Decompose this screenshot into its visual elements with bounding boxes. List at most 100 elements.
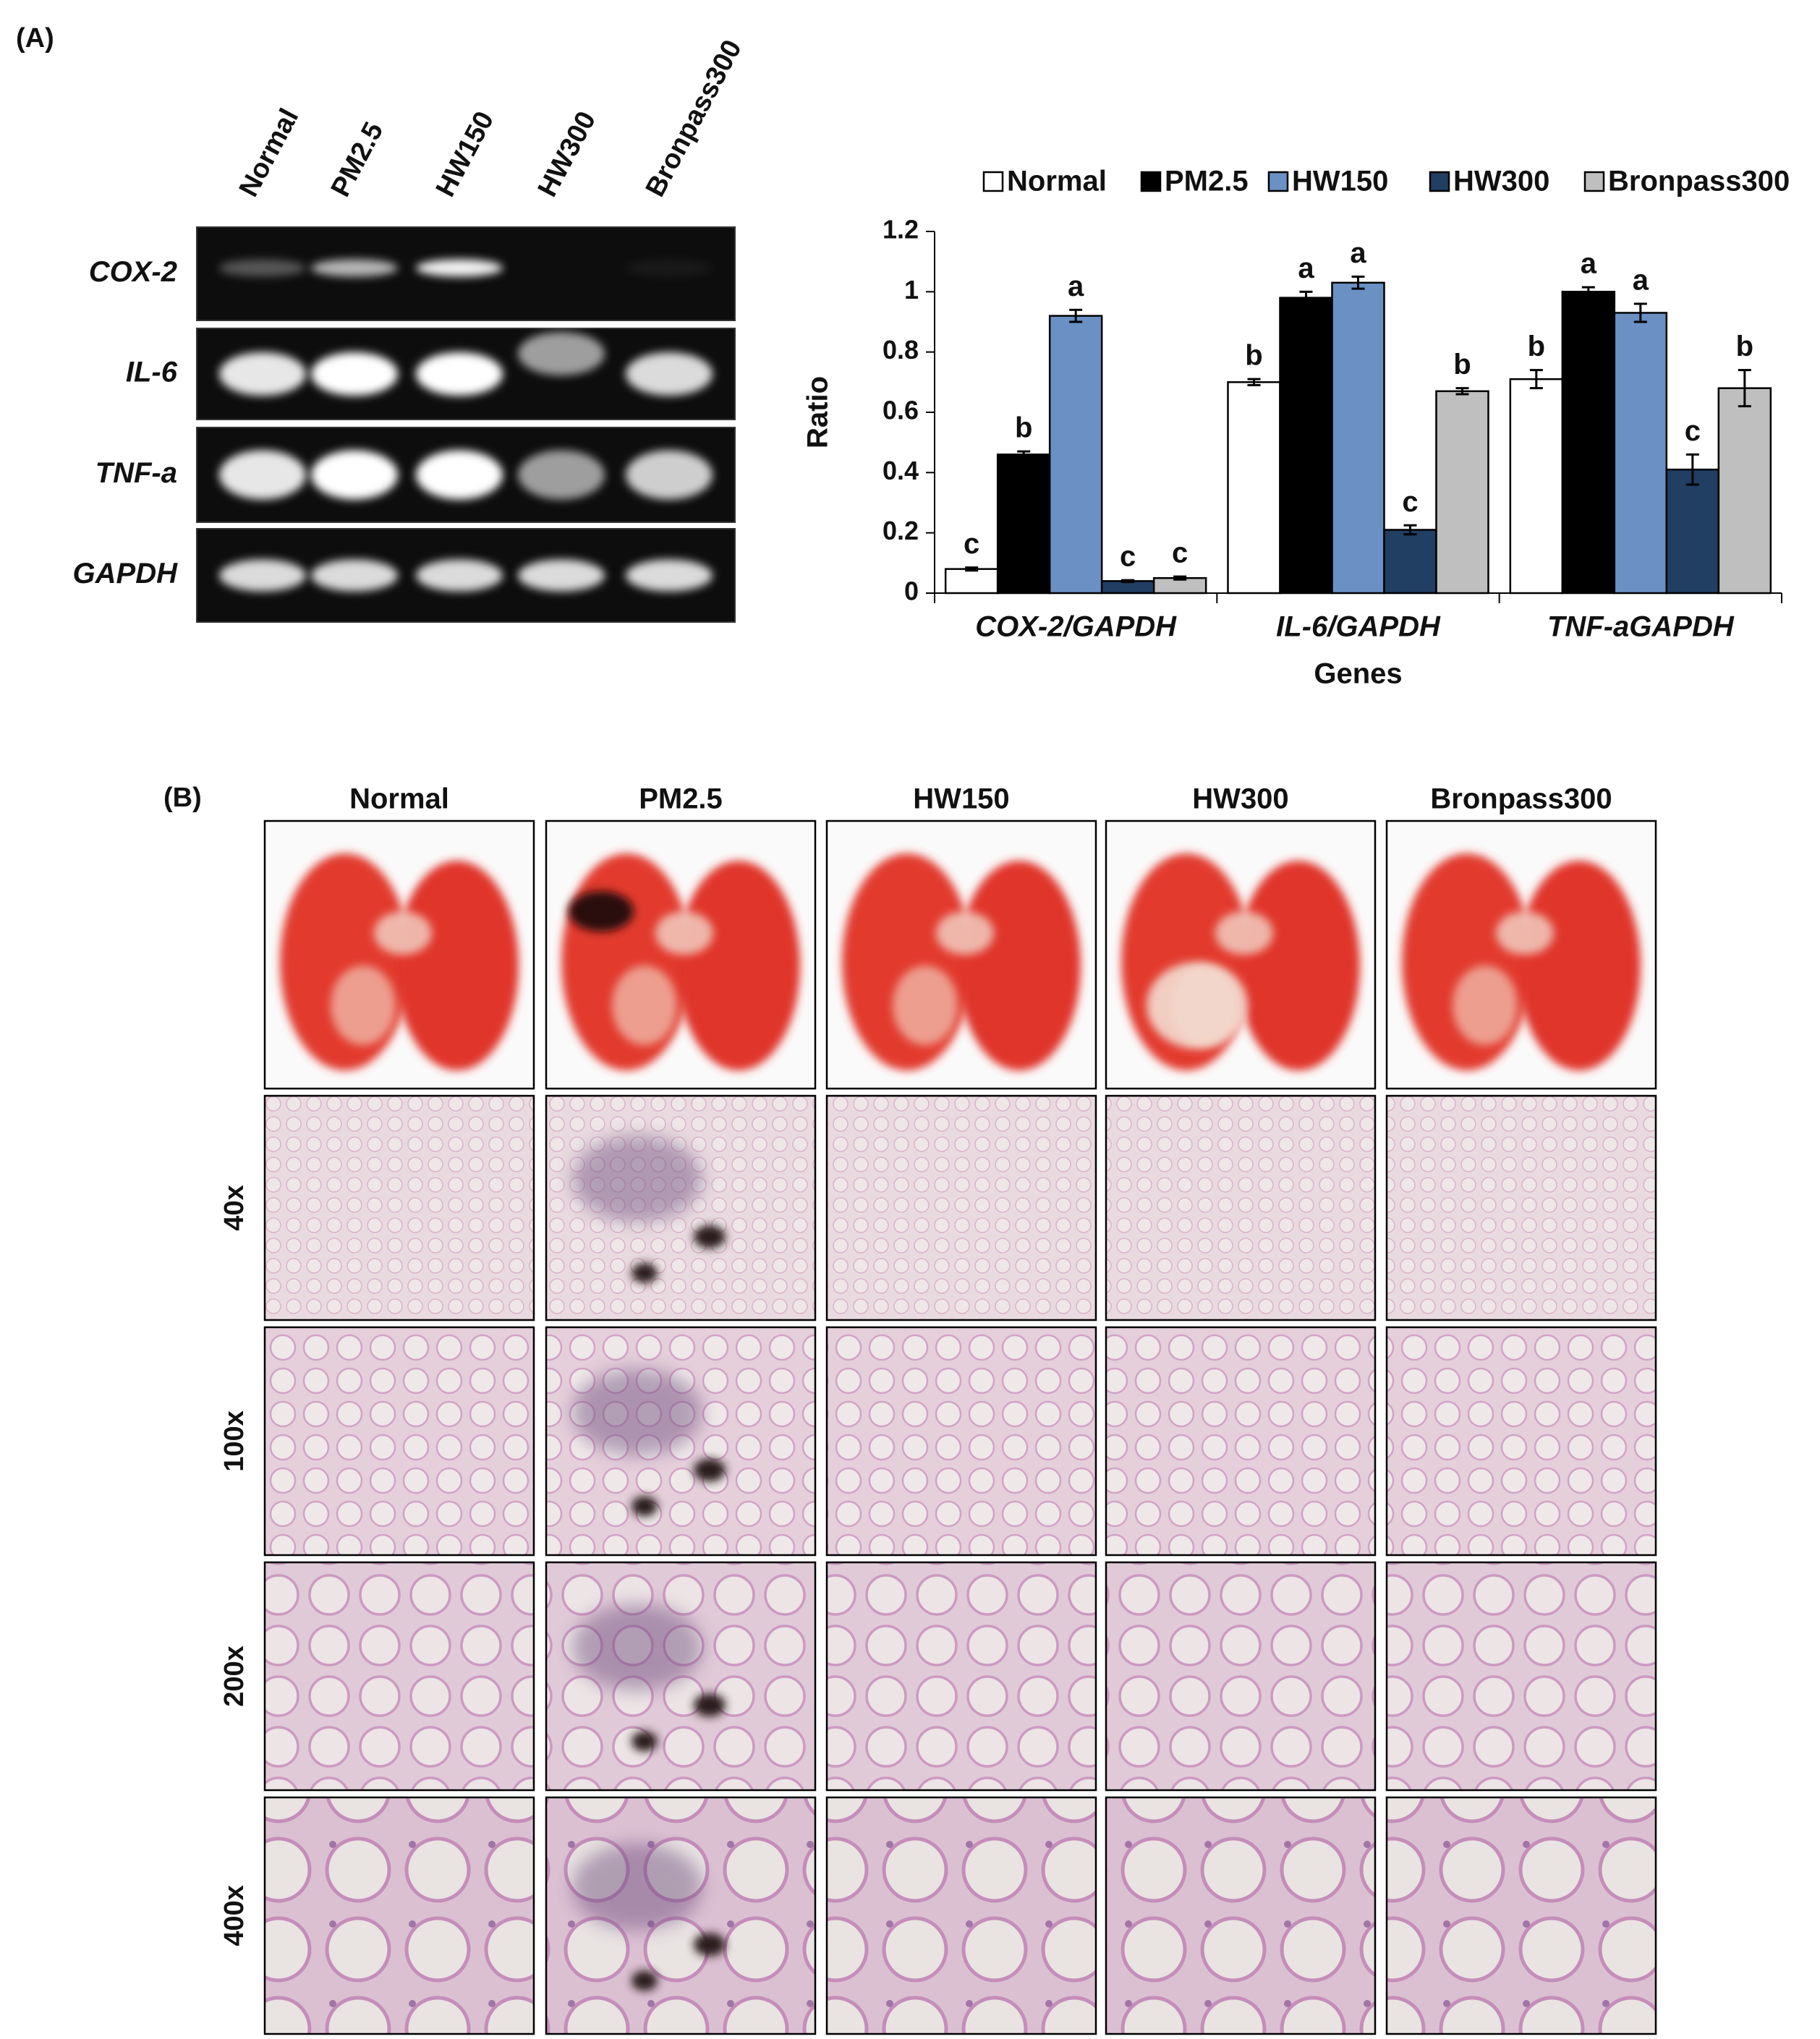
gene-label: GAPDH xyxy=(73,558,179,589)
pm-deposit xyxy=(572,1136,702,1222)
pm-deposit xyxy=(572,1604,702,1691)
y-tick-label: 0.6 xyxy=(883,396,919,425)
lane-label: Normal xyxy=(234,104,305,202)
error-bar xyxy=(1173,575,1187,581)
panel-label: (B) xyxy=(163,783,202,813)
lane-label: PM2.5 xyxy=(326,117,390,202)
significance-letter: c xyxy=(1120,541,1136,573)
gel-band xyxy=(626,450,713,500)
significance-letter: a xyxy=(1350,237,1366,269)
lung-lobe xyxy=(677,861,800,1070)
legend-label: HW300 xyxy=(1453,166,1549,197)
image xyxy=(546,1562,815,1790)
x-axis-label: Genes xyxy=(1314,658,1402,690)
lung-patch xyxy=(893,966,958,1045)
lung-lobe xyxy=(1518,861,1641,1070)
histology-wash xyxy=(265,1327,534,1555)
bar xyxy=(1665,468,1720,595)
image-frame xyxy=(545,1094,817,1321)
gel-band xyxy=(518,332,605,375)
gel-band xyxy=(518,559,605,592)
error-bar xyxy=(1017,450,1031,459)
histology xyxy=(827,1327,1096,1555)
significance-letter: c xyxy=(1402,486,1418,518)
bar xyxy=(1509,378,1564,595)
x-tick-label: TNF-aGAPDH xyxy=(1547,611,1735,643)
histology xyxy=(827,1562,1096,1790)
bar xyxy=(1279,297,1333,595)
legend-label: Bronpass300 xyxy=(1608,166,1790,197)
gel-band xyxy=(416,259,503,277)
gene-label: IL-6 xyxy=(126,357,178,388)
image-frame xyxy=(825,820,1097,1090)
image-frame xyxy=(1385,1796,1657,2035)
y-tick-label: 0.2 xyxy=(883,516,919,545)
pm-deposit xyxy=(694,1458,726,1482)
y-tick-label: 0 xyxy=(904,576,919,606)
pm-deposit xyxy=(572,1843,702,1931)
gel-band xyxy=(626,352,713,396)
gel-band xyxy=(626,559,713,592)
histology xyxy=(1106,1327,1375,1555)
image xyxy=(546,1096,815,1320)
histology xyxy=(1387,1327,1656,1555)
image xyxy=(265,1096,534,1320)
pm-deposit xyxy=(632,1496,658,1517)
histology-wash xyxy=(1387,1327,1656,1555)
gel-band xyxy=(416,450,503,500)
column-header: PM2.5 xyxy=(639,783,723,815)
error-bar xyxy=(1738,369,1751,408)
image-frame xyxy=(825,1094,1097,1321)
image xyxy=(1387,1327,1656,1555)
lung-patch xyxy=(1453,966,1518,1045)
error-bar xyxy=(1247,378,1261,386)
bar xyxy=(1435,390,1489,595)
row-label: 40x xyxy=(219,1185,250,1230)
lung-patch xyxy=(374,911,432,955)
image xyxy=(1387,1797,1656,2034)
legend-swatch xyxy=(1140,171,1162,192)
histology xyxy=(265,1327,534,1555)
gel-band xyxy=(219,559,306,592)
pm-deposit xyxy=(632,1970,658,1991)
gel-band xyxy=(311,559,398,592)
image xyxy=(546,821,815,1089)
image-frame xyxy=(545,1796,817,2035)
lung-lobe xyxy=(396,861,519,1070)
histology xyxy=(1106,1096,1375,1320)
image-frame xyxy=(263,820,535,1090)
legend-swatch xyxy=(1583,171,1605,192)
error-bar xyxy=(1581,286,1595,298)
significance-letter: b xyxy=(1015,412,1032,444)
error-bar xyxy=(1351,276,1365,290)
lung-patch xyxy=(655,911,713,955)
error-bar xyxy=(1633,302,1647,323)
image-frame xyxy=(1385,820,1657,1090)
histology-wash xyxy=(265,1797,534,2034)
pm-deposit xyxy=(572,1368,702,1456)
pm-deposit xyxy=(694,1225,726,1248)
image-frame xyxy=(825,1561,1097,1792)
image xyxy=(265,821,534,1089)
row-label: 200x xyxy=(219,1646,250,1707)
histology-wash xyxy=(1106,1327,1375,1555)
histology-wash xyxy=(1106,1096,1375,1320)
image-frame xyxy=(825,1326,1097,1557)
gel-band xyxy=(311,450,398,500)
lung-patch xyxy=(936,911,994,955)
gel-band xyxy=(518,450,605,500)
image xyxy=(1387,1096,1656,1320)
image xyxy=(1106,1562,1375,1790)
bar xyxy=(1383,529,1437,595)
histology xyxy=(1387,1096,1656,1320)
image-frame xyxy=(263,1326,535,1557)
image-frame xyxy=(1105,1094,1377,1321)
row-label: 400x xyxy=(219,1885,250,1946)
image-frame xyxy=(1385,1094,1657,1321)
pm-deposit xyxy=(569,891,634,932)
lane-label: HW150 xyxy=(430,106,501,202)
significance-letter: b xyxy=(1528,331,1545,362)
histology-wash xyxy=(827,1096,1096,1320)
gene-label: COX-2 xyxy=(89,256,177,288)
